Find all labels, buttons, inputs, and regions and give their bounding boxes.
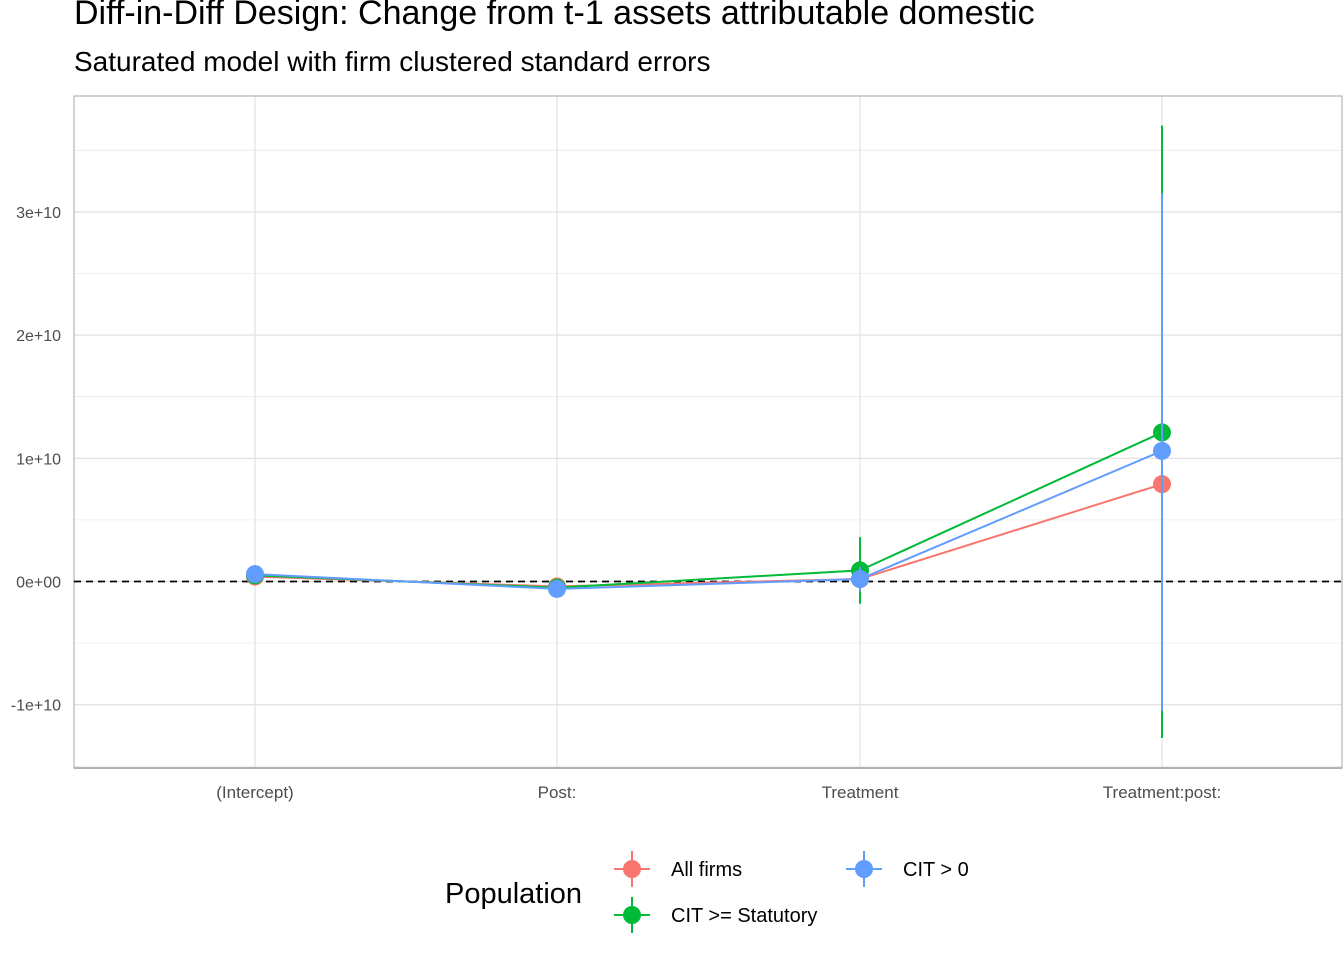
y-tick-label: 3e+10 [16, 205, 61, 222]
y-axis: -1e+10 0e+00 1e+10 2e+10 3e+10 [11, 205, 61, 715]
series-all-firms [246, 383, 1171, 596]
series-layer [246, 125, 1171, 738]
legend-label: CIT > 0 [903, 859, 969, 881]
data-point [851, 570, 869, 589]
x-tick-label: Post: [538, 783, 577, 802]
y-tick-label: 0e+00 [16, 575, 61, 592]
legend: Population All firms CIT >= Statutory CIT >… [445, 851, 969, 933]
legend-key [623, 860, 641, 878]
legend-key [623, 906, 641, 924]
legend-label: All firms [671, 859, 742, 881]
data-point [1153, 441, 1171, 460]
chart-title: Diff-in-Diff Design: Change from t-1 ass… [74, 0, 1035, 32]
legend-title: Population [445, 878, 582, 910]
panel-border [73, 95, 1343, 769]
grid [74, 96, 1342, 769]
y-tick-label: 1e+10 [16, 451, 61, 468]
series-cit-statutory [246, 125, 1171, 738]
legend-item: CIT >= Statutory [614, 897, 817, 933]
legend-item: All firms [614, 851, 742, 887]
x-tick-label: (Intercept) [216, 783, 293, 802]
data-point [246, 565, 264, 584]
series-line [254, 431, 1163, 589]
data-point [548, 579, 566, 598]
x-axis: (Intercept) Post: Treatment Treatment:post: [216, 783, 1221, 802]
chart-subtitle: Saturated model with firm clustered stan… [74, 46, 711, 77]
x-tick-label: Treatment:post: [1103, 783, 1221, 802]
y-tick-label: -1e+10 [11, 698, 61, 715]
legend-label: CIT >= Statutory [671, 905, 817, 927]
series-line [254, 483, 1163, 588]
series-cit-0 [246, 193, 1171, 711]
series-line [254, 449, 1163, 590]
y-tick-label: 2e+10 [16, 328, 61, 345]
x-tick-label: Treatment [822, 783, 899, 802]
legend-key [855, 860, 873, 878]
legend-item: CIT > 0 [846, 851, 969, 887]
